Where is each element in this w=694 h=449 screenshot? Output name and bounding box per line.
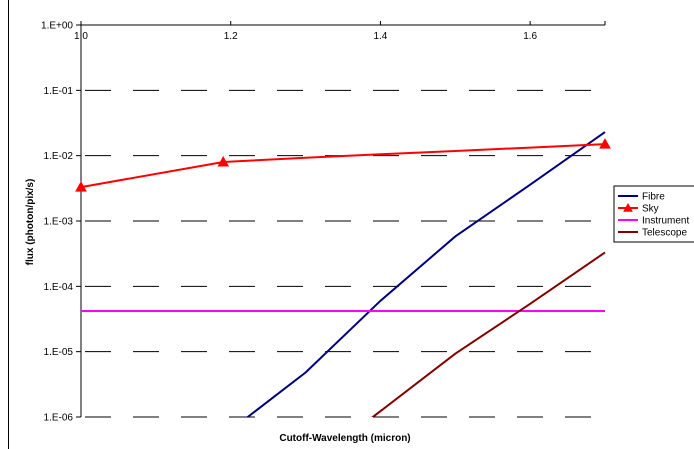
series-line-fibre	[246, 131, 606, 417]
series-line-sky	[81, 143, 606, 189]
legend-label-fibre: Fibre	[642, 192, 665, 203]
y-tick-label: 1.E-04	[44, 282, 74, 293]
series-marker-sky	[599, 138, 611, 149]
chart-svg: 1.E+00 1.E-01 1.E-02 1.E-03 1.E-04 1.E-05 1.E-…	[25, 21, 694, 444]
series-layer	[75, 131, 611, 417]
x-axis-title: Cutoff-Wavelength (micron)	[279, 433, 410, 444]
legend-label-telescope: Telescope	[642, 228, 687, 239]
axis-layer: 1.E+00 1.E-01 1.E-02 1.E-03 1.E-04 1.E-05 1.E-…	[41, 21, 606, 424]
series-marker-sky	[217, 155, 230, 167]
legend-label-instrument: Instrument	[642, 216, 689, 227]
x-tick-label: 1.0	[74, 31, 88, 42]
legend-label-sky: Sky	[642, 204, 659, 215]
y-tick-label: 1.E-03	[44, 217, 74, 228]
series-marker-sky	[75, 181, 87, 192]
grid-layer	[81, 89, 605, 418]
y-tick-label: 1.E-02	[44, 151, 74, 162]
y-tick-label: 1.E-01	[44, 86, 74, 97]
chart-frame: 1.E+00 1.E-01 1.E-02 1.E-03 1.E-04 1.E-05 1.E-…	[8, 0, 694, 449]
y-tick-label: 1.E-05	[44, 347, 74, 358]
legend-marker-sky	[623, 202, 633, 212]
y-tick-label: 1.E+00	[41, 21, 73, 32]
y-tick-label: 1.E-06	[44, 413, 74, 424]
x-tick-label: 1.4	[373, 31, 387, 42]
y-axis-title: flux (photon/pix/s)	[25, 179, 36, 266]
x-tick-label: 1.6	[523, 31, 537, 42]
x-tick-label: 1.2	[224, 31, 238, 42]
series-line-telescope	[371, 251, 606, 417]
